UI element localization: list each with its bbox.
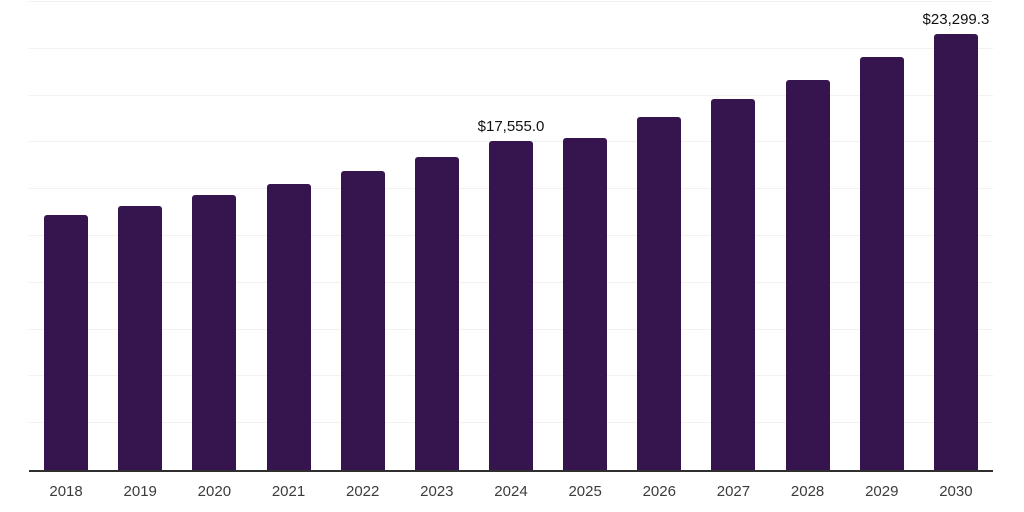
x-axis-labels: 2018 2019 2020 2021 2022 2023 2024 2025 2026 2027…	[29, 483, 993, 505]
x-tick-2026: 2026	[642, 483, 676, 500]
data-label-2030: $23,299.3	[922, 10, 990, 28]
bar-2029	[859, 57, 904, 470]
bar-2030	[933, 33, 978, 470]
x-tick-2019: 2019	[123, 483, 157, 500]
bar-2025	[563, 137, 608, 470]
bar-2024	[489, 141, 533, 470]
bar-2018	[44, 215, 89, 470]
x-tick-2018: 2018	[49, 483, 83, 500]
bar-2020	[192, 195, 237, 470]
x-tick-2021: 2021	[271, 483, 306, 500]
bar-2021	[266, 183, 311, 470]
data-label-2024: $17,555.0	[477, 118, 545, 136]
x-tick-2023: 2023	[420, 483, 454, 500]
bar-2023	[414, 156, 459, 470]
bar-2026	[637, 116, 682, 470]
x-tick-2020: 2020	[197, 483, 232, 500]
bar-2027	[711, 99, 756, 470]
x-tick-2022: 2022	[345, 483, 380, 500]
x-tick-2027: 2027	[716, 483, 751, 500]
x-tick-2028: 2028	[790, 483, 825, 500]
x-tick-2024: 2024	[494, 483, 528, 500]
gridline	[29, 1, 993, 2]
gridline	[29, 47, 993, 49]
bar-2022	[340, 171, 385, 470]
x-tick-2029: 2029	[865, 483, 899, 500]
x-tick-2030: 2030	[939, 483, 973, 500]
gridline	[29, 94, 993, 96]
plot-area: $17,555.0 $23,299.3	[29, 1, 993, 472]
x-tick-2025: 2025	[568, 483, 602, 500]
bar-2019	[118, 205, 163, 470]
bar-2028	[785, 80, 830, 470]
